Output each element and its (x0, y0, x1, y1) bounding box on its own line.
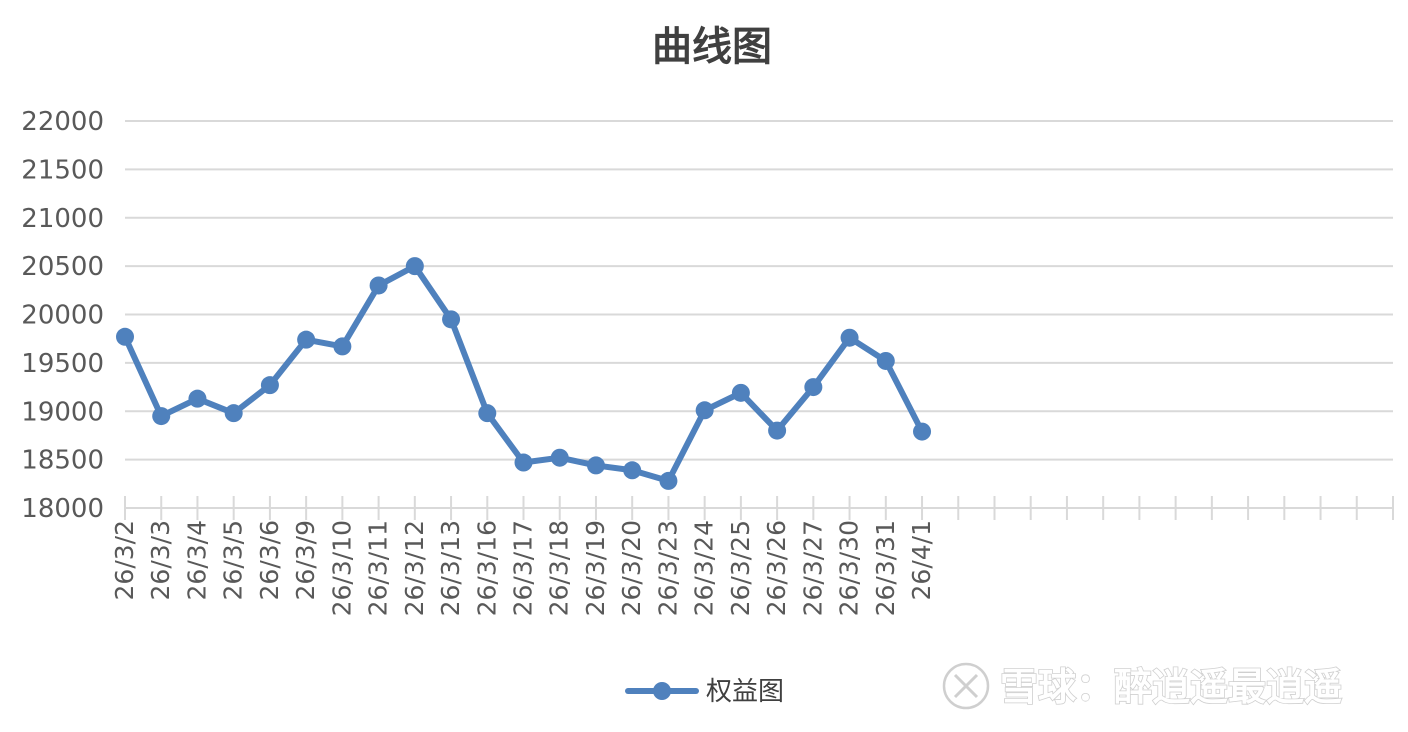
x-tick-label: 26/3/20 (617, 520, 646, 616)
x-tick-label: 26/3/5 (219, 520, 248, 600)
x-tick-label: 26/3/13 (436, 520, 465, 616)
x-axis: 26/3/2 26/3/3 26/3/4 26/3/5 26/3/6 26/3/9 26/3… (110, 496, 1394, 616)
grid-lines (125, 120, 1393, 461)
data-point (333, 337, 352, 356)
y-tick-label: 21000 (21, 204, 104, 234)
data-point (442, 310, 461, 329)
data-point (478, 404, 497, 423)
y-tick-label: 22000 (21, 107, 104, 137)
y-tick-label: 19000 (21, 397, 104, 427)
data-point (876, 351, 895, 370)
legend-label: 权益图 (706, 677, 784, 707)
x-tick-label: 26/3/17 (509, 520, 538, 616)
data-point (514, 453, 533, 472)
x-tick-label: 26/3/10 (327, 520, 356, 616)
xueqiu-logo-icon (942, 662, 990, 710)
x-tick-label: 26/3/2 (110, 520, 139, 600)
x-tick-label: 26/3/27 (798, 520, 827, 616)
data-point (913, 422, 932, 441)
data-point (188, 389, 207, 408)
data-point (586, 456, 605, 475)
series-line (122, 263, 926, 484)
legend-dot-marker (653, 682, 671, 700)
x-tick-label: 26/3/25 (726, 520, 755, 616)
chart-title: 曲线图 (652, 24, 772, 70)
data-point (116, 327, 134, 346)
y-tick-label: 20000 (21, 301, 104, 331)
y-axis-ticks: 18000 18500 19000 19500 20000 20500 21000 21500… (21, 107, 104, 524)
data-point (840, 328, 859, 347)
data-point (659, 471, 678, 490)
y-tick-label: 19500 (21, 349, 104, 379)
x-tick-label: 26/3/6 (255, 520, 284, 600)
y-tick-label: 21500 (21, 155, 104, 185)
y-tick-label: 18000 (21, 494, 104, 524)
x-tick-label: 26/3/12 (400, 520, 429, 616)
x-tick-label: 26/3/26 (762, 520, 791, 616)
data-point (623, 461, 642, 480)
x-tick-label: 26/3/18 (545, 520, 574, 616)
data-point (224, 404, 243, 423)
x-tick-label: 26/3/30 (835, 520, 864, 616)
x-tick-label: 26/3/11 (364, 520, 393, 616)
x-tick-label: 26/3/4 (182, 520, 211, 600)
x-tick-label: 26/3/19 (581, 520, 610, 616)
x-tick-label: 26/3/23 (653, 520, 682, 616)
data-point (260, 376, 279, 395)
watermark-text: 雪球：醉逍遥最逍遥 (1000, 665, 1342, 709)
data-point (731, 383, 750, 402)
x-tick-label: 26/3/16 (472, 520, 501, 616)
data-point (695, 401, 714, 420)
series-layer (116, 257, 932, 490)
x-tick-label: 26/3/24 (690, 520, 719, 616)
legend: 权益图 (625, 677, 784, 707)
data-point (369, 276, 388, 295)
x-tick-label: 26/4/1 (907, 520, 936, 600)
x-tick-label: 26/3/3 (146, 520, 175, 600)
data-point (804, 378, 823, 397)
watermark: 雪球：醉逍遥最逍遥 (942, 662, 1343, 710)
y-tick-label: 18500 (21, 446, 104, 476)
x-tick-label: 26/3/9 (291, 520, 320, 600)
data-point (550, 448, 569, 467)
data-point (297, 330, 316, 349)
x-tick-label: 26/3/31 (871, 520, 900, 616)
data-point (768, 421, 787, 440)
data-point (152, 407, 171, 426)
data-point (405, 257, 424, 276)
y-tick-label: 20500 (21, 252, 104, 282)
